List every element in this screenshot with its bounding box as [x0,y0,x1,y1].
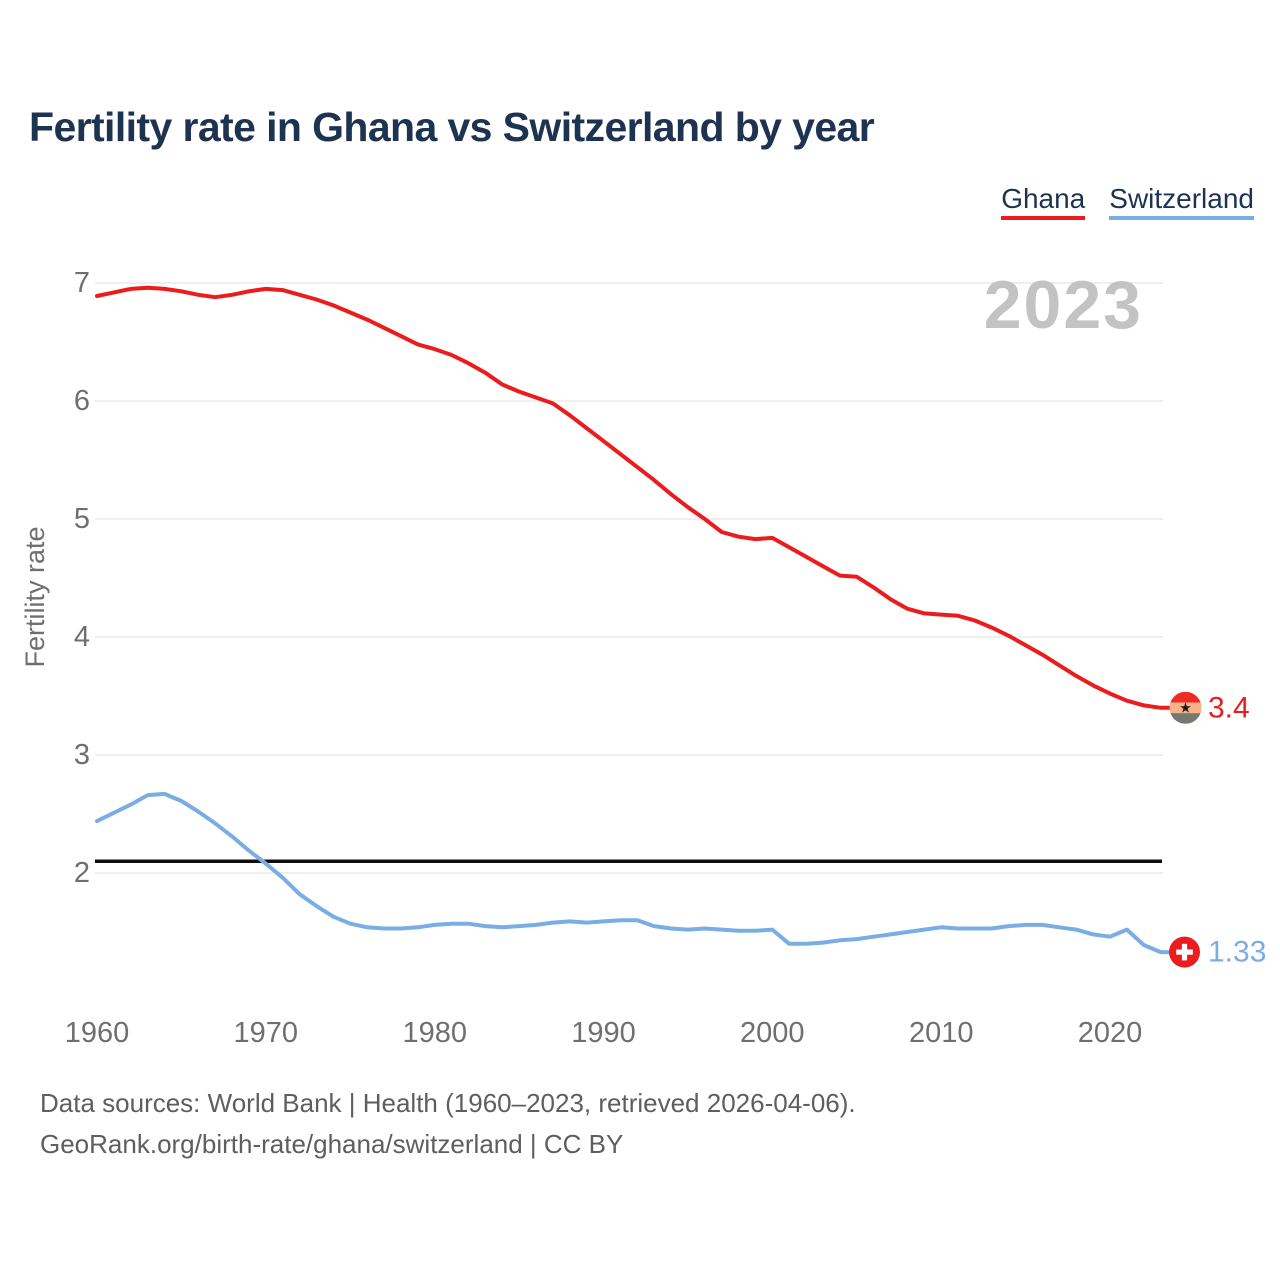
y-tick-label-5: 5 [74,503,90,535]
y-axis-title: Fertility rate [20,526,50,667]
chart-title: Fertility rate in Ghana vs Switzerland b… [29,104,875,150]
x-tick-label-1970: 1970 [234,1017,299,1049]
legend-item-ghana[interactable]: Ghana [1001,183,1086,220]
x-tick-label-1960: 1960 [65,1017,130,1049]
swiss-cross-icon [1176,943,1193,961]
watermark-year: 2023 [983,267,1143,343]
x-tick-label-2010: 2010 [909,1017,974,1049]
switzerland-line[interactable] [95,791,1172,955]
source-line-1: Data sources: World Bank | Health (1960–… [40,1088,856,1118]
x-tick-label-2020: 2020 [1078,1017,1143,1049]
legend: Ghana Switzerland [1001,185,1254,220]
y-tick-label-2: 2 [74,857,90,889]
source-line-2: GeoRank.org/birth-rate/ghana/switzerland… [40,1129,624,1159]
switzerland-flag-marker[interactable] [1169,936,1200,968]
x-tick-label-1980: 1980 [402,1017,467,1049]
x-tick-label-2000: 2000 [740,1017,805,1049]
ghana-star-icon: ★ [1179,700,1192,716]
y-tick-label-3: 3 [74,739,90,771]
ghana-flag-marker[interactable]: ★ [1169,691,1202,724]
ghana-line[interactable] [95,285,1172,710]
legend-item-switzerland[interactable]: Switzerland [1109,185,1254,220]
ghana-end-value: 3.4 [1208,691,1250,724]
switzerland-end-value: 1.33 [1208,936,1266,969]
legend-label-switzerland: Switzerland [1109,183,1254,214]
source-attribution: Data sources: World Bank | Health (1960–… [40,1083,856,1165]
legend-label-ghana: Ghana [1001,183,1086,214]
x-tick-label-1990: 1990 [571,1017,636,1049]
y-tick-label-6: 6 [74,385,90,417]
y-tick-label-4: 4 [74,621,90,653]
y-tick-label-7: 7 [74,267,90,299]
